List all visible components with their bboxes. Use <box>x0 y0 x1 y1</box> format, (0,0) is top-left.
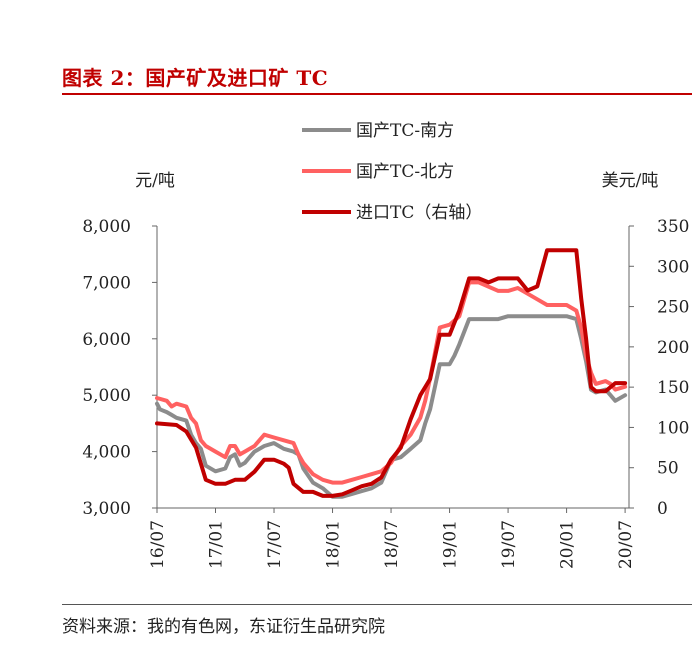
right-tick-label: 250 <box>657 298 689 318</box>
right-tick-label: 50 <box>657 459 679 479</box>
right-tick-label: 350 <box>657 217 689 237</box>
right-tick-label: 100 <box>657 418 689 438</box>
left-tick-label: 8,000 <box>82 217 131 237</box>
legend-label: 国产TC-南方 <box>356 121 454 141</box>
series-line-2 <box>155 280 628 485</box>
source-rule <box>62 604 692 605</box>
left-tick-label: 5,000 <box>82 386 131 406</box>
x-tick-label: 16/07 <box>148 520 168 569</box>
right-tick-label: 0 <box>657 499 668 519</box>
legend-label: 国产TC-北方 <box>356 162 454 182</box>
legend-label: 进口TC（右轴） <box>356 203 482 223</box>
chart-axes: 3,000 4,000 5,000 6,000 7,000 8,000 0 50 100 150 2… <box>82 217 689 569</box>
x-tick-label: 20/07 <box>616 520 636 569</box>
right-tick-label: 200 <box>657 338 689 358</box>
title-underline <box>62 93 692 95</box>
left-tick-label: 4,000 <box>82 443 131 463</box>
right-tick-label: 150 <box>657 378 689 398</box>
x-tick-label: 20/01 <box>558 520 578 569</box>
x-tick-label: 17/01 <box>207 520 227 569</box>
series-line-3 <box>155 248 628 498</box>
x-tick-label: 17/07 <box>265 520 285 569</box>
chart-series <box>155 248 628 499</box>
source-note: 资料来源：我的有色网，东证衍生品研究院 <box>62 617 385 637</box>
left-axis-unit-label: 元/吨 <box>135 171 175 191</box>
left-tick-label: 7,000 <box>82 273 131 293</box>
figure-title: 图表 2：国产矿及进口矿 TC <box>62 66 329 90</box>
right-tick-label: 300 <box>657 257 689 277</box>
series-line-1 <box>155 314 628 499</box>
x-tick-label: 19/07 <box>499 520 519 569</box>
x-tick-label: 18/07 <box>382 520 402 569</box>
right-axis-unit-label: 美元/吨 <box>602 171 659 191</box>
x-tick-label: 19/01 <box>441 520 461 569</box>
x-tick-label: 18/01 <box>324 520 344 569</box>
left-tick-label: 3,000 <box>82 499 131 519</box>
left-tick-label: 6,000 <box>82 330 131 350</box>
